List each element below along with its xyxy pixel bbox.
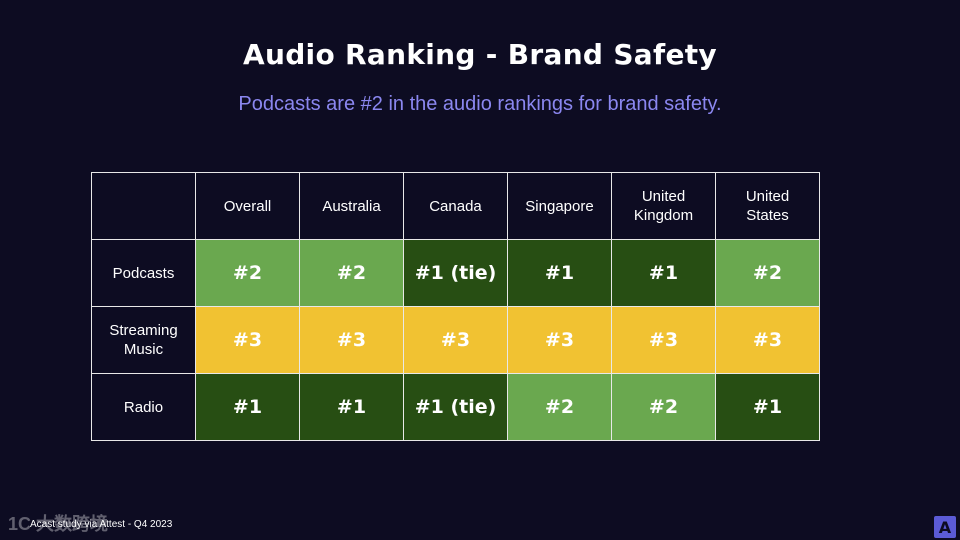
rank-cell: #2 — [507, 373, 612, 441]
column-header-australia: Australia — [299, 172, 404, 240]
ranking-table: Overall Australia Canada Singapore Unite… — [91, 172, 820, 441]
rank-cell: #1 — [195, 373, 300, 441]
rank-cell: #1 — [299, 373, 404, 441]
row-label-radio: Radio — [91, 373, 196, 441]
rank-cell: #3 — [507, 306, 612, 374]
acast-logo-icon: A — [934, 516, 956, 538]
rank-cell: #3 — [715, 306, 820, 374]
column-header-singapore: Singapore — [507, 172, 612, 240]
rank-cell: #1 (tie) — [403, 239, 508, 307]
table-row-podcasts: Podcasts #2 #2 #1 (tie) #1 #1 #2 — [91, 239, 820, 307]
rank-cell: #3 — [299, 306, 404, 374]
watermark: 1C 大数跨境 — [8, 514, 109, 534]
slide-title: Audio Ranking - Brand Safety — [243, 38, 717, 71]
column-header-united-kingdom: United Kingdom — [611, 172, 716, 240]
corner-cell — [91, 172, 196, 240]
rank-cell: #2 — [299, 239, 404, 307]
rank-cell: #2 — [611, 373, 716, 441]
slide-subtitle: Podcasts are #2 in the audio rankings fo… — [238, 93, 722, 115]
rank-cell: #2 — [715, 239, 820, 307]
column-header-united-states: United States — [715, 172, 820, 240]
column-header-canada: Canada — [403, 172, 508, 240]
rank-cell: #3 — [195, 306, 300, 374]
rank-cell: #3 — [403, 306, 508, 374]
table-header-row: Overall Australia Canada Singapore Unite… — [91, 172, 820, 240]
table-row-streaming-music: Streaming Music #3 #3 #3 #3 #3 #3 — [91, 306, 820, 374]
rank-cell: #1 — [507, 239, 612, 307]
logo-background — [934, 516, 956, 538]
rank-cell: #1 (tie) — [403, 373, 508, 441]
rank-cell: #1 — [715, 373, 820, 441]
column-header-overall: Overall — [195, 172, 300, 240]
row-label-podcasts: Podcasts — [91, 239, 196, 307]
rank-cell: #1 — [611, 239, 716, 307]
rank-cell: #2 — [195, 239, 300, 307]
rank-cell: #3 — [611, 306, 716, 374]
row-label-streaming-music: Streaming Music — [91, 306, 196, 374]
logo-letter: A — [939, 518, 952, 537]
source-footnote: Acast study via Attest - Q4 2023 — [30, 519, 173, 530]
table-row-radio: Radio #1 #1 #1 (tie) #2 #2 #1 — [91, 373, 820, 441]
